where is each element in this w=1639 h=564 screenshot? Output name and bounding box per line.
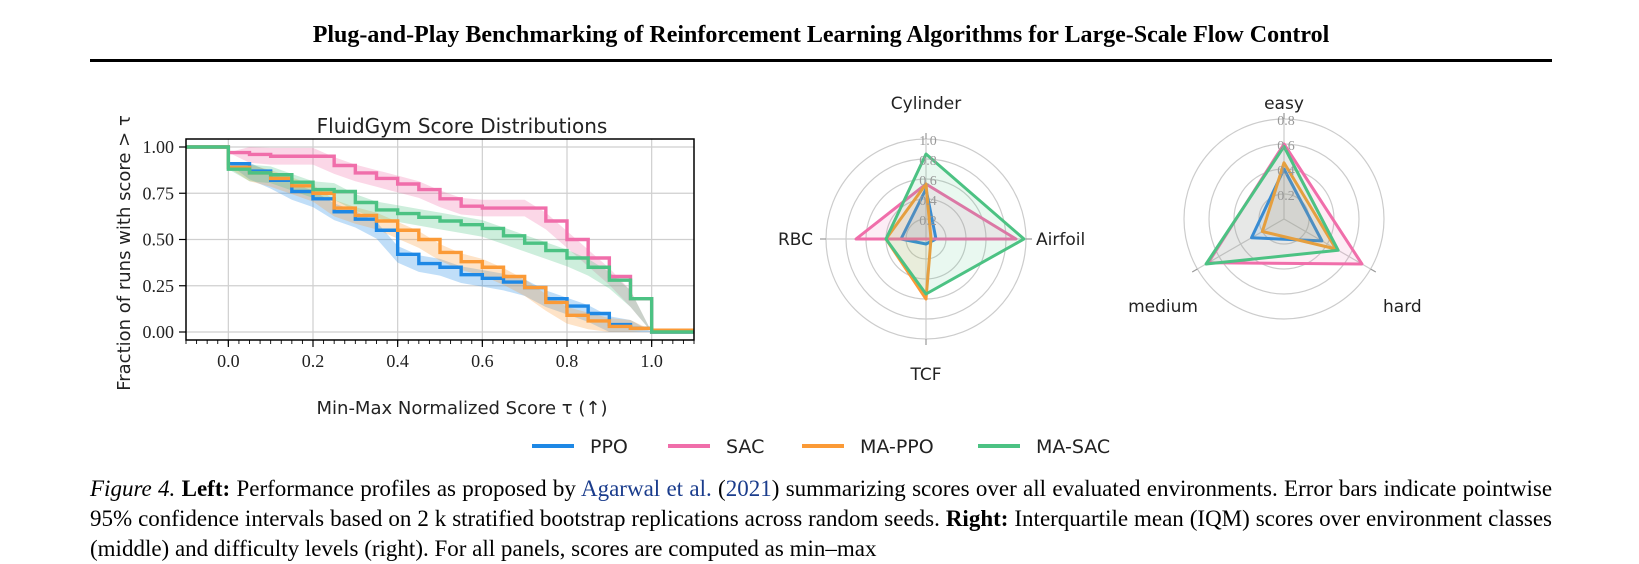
radar-series-ma-ppo (884, 182, 933, 301)
radar-series-ma-sac (884, 152, 1026, 296)
radar-axis-label-airfoil: Airfoil (1036, 230, 1085, 250)
legend-label-ma-sac: MA-SAC (1036, 436, 1110, 458)
radar-spoke (1197, 218, 1285, 270)
y-tick-label: 0.25 (143, 276, 175, 296)
x-tick-label: 0.6 (471, 351, 494, 371)
legend-label-sac: SAC (726, 436, 764, 458)
citation-year-link[interactable]: 2021 (725, 476, 772, 501)
radar-spoke (1283, 218, 1371, 270)
y-tick-label: 0.50 (143, 230, 175, 250)
chart-title: FluidGym Score Distributions (317, 114, 608, 138)
x-tick-label: 0.4 (386, 351, 409, 371)
radar-tick-label: 1.0 (919, 134, 937, 149)
radar-axis-label-easy: easy (1264, 94, 1304, 114)
x-tick-label: 0.8 (556, 351, 579, 371)
caption-figure-label: Figure 4. (90, 476, 176, 501)
radar-series-ppo (1250, 167, 1324, 243)
y-tick-label: 0.00 (143, 322, 175, 342)
legend-label-ppo: PPO (590, 436, 628, 458)
legend: PPO SAC MA-PPO MA-SAC (532, 436, 1110, 458)
radar-tick-label: 0.6 (919, 174, 937, 189)
radar-axis-label-hard: hard (1383, 297, 1422, 317)
y-tick-label: 0.75 (143, 183, 175, 203)
series-line-ma-sac (186, 145, 694, 334)
caption-right-label: Right: (945, 506, 1009, 531)
series-lines (186, 145, 694, 334)
figure-4: FluidGym Score Distributions 0.0 0.2 0.4 0.… (114, 94, 1422, 458)
series-line-sac (186, 145, 694, 334)
radar-tick-label: 0.6 (1277, 139, 1295, 154)
citation-close-paren: ) (771, 476, 780, 501)
radar-series-ma-sac (1204, 145, 1340, 266)
y-tick-label: 1.00 (143, 137, 175, 157)
radar-tick-label: 0.2 (919, 214, 937, 229)
caption-left-text: Performance profiles as proposed by (236, 476, 576, 501)
caption-left-text-continued: summarizing scores over all evaluated en… (90, 476, 1553, 531)
x-tick-label: 0.2 (302, 351, 325, 371)
radar-spoke-tick (1191, 268, 1198, 273)
header-rule (90, 59, 1552, 62)
radar-series-ma-ppo (1260, 161, 1338, 251)
page-header: Plug-and-Play Benchmarking of Reinforcem… (312, 22, 1330, 48)
radar-tick-label: 0.2 (1277, 189, 1295, 204)
figure-caption: Figure 4. Left: Performance profiles as … (90, 474, 1552, 564)
x-axis-ticks: 0.0 0.2 0.4 0.6 0.8 1.0 (185, 340, 695, 371)
x-tick-label: 1.0 (640, 351, 663, 371)
legend-label-ma-ppo: MA-PPO (860, 436, 934, 458)
x-tick-label: 0.0 (217, 351, 240, 371)
radar-spoke-tick (1370, 268, 1377, 273)
radar-tick-label: 0.4 (919, 194, 937, 209)
radar-tick-label: 0.8 (1277, 114, 1295, 129)
y-axis-label: Fraction of runs with score > τ (114, 115, 135, 391)
radar-axis-label-tcf: TCF (909, 365, 941, 385)
radar-tick-label: 0.4 (1277, 164, 1295, 179)
citation-open-paren: ( (718, 476, 726, 501)
radar-chart-environment-classes: 0.2 0.4 0.6 0.8 1.0 Cylinder Airfoil TCF RBC (778, 94, 1085, 385)
radar-axis-label-rbc: RBC (778, 230, 813, 250)
x-axis-label: Min-Max Normalized Score τ (↑) (317, 398, 608, 419)
radar-axis-label-medium: medium (1128, 297, 1198, 317)
radar-axis-label-cylinder: Cylinder (891, 94, 961, 114)
citation-author-link[interactable]: Agarwal et al. (580, 476, 712, 501)
radar-tick-label: 0.8 (919, 154, 937, 169)
y-axis-ticks: 0.00 0.25 0.50 0.75 1.00 (143, 137, 186, 342)
caption-left-label: Left: (181, 476, 231, 501)
performance-profile-chart: FluidGym Score Distributions 0.0 0.2 0.4 0.… (114, 114, 695, 419)
